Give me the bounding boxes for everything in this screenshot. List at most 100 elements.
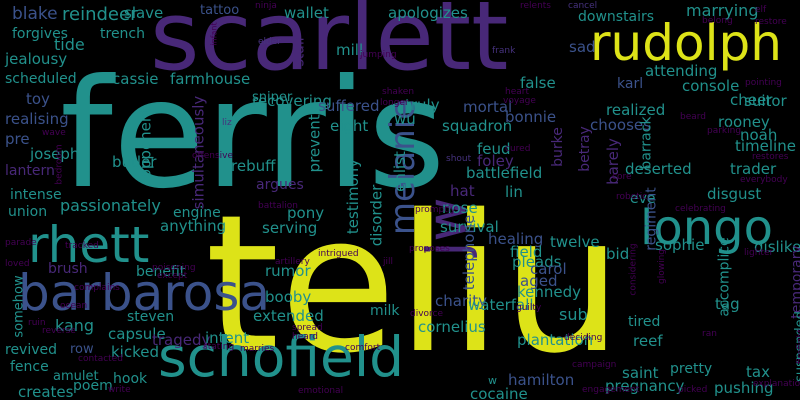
cloud-word: butler bbox=[112, 153, 157, 171]
cloud-word: sub bbox=[559, 305, 588, 324]
cloud-word: explanation bbox=[753, 379, 800, 389]
cloud-word: battalion bbox=[258, 201, 299, 211]
cloud-word: kicked bbox=[111, 343, 160, 361]
cloud-word: hat bbox=[450, 182, 475, 200]
cloud-word: realized bbox=[606, 101, 666, 119]
cloud-word: promptly bbox=[415, 205, 456, 215]
cloud-word: liz bbox=[222, 118, 232, 128]
cloud-word: argues bbox=[256, 177, 304, 193]
cloud-word: noah bbox=[740, 126, 778, 144]
cloud-word: saint bbox=[622, 364, 659, 382]
cloud-word: enlist bbox=[390, 151, 409, 192]
cloud-word: offensive bbox=[192, 151, 234, 161]
cloud-word: ocean bbox=[60, 301, 88, 311]
cloud-word: blake bbox=[12, 4, 58, 24]
cloud-word: belong bbox=[702, 16, 733, 26]
cloud-word: union bbox=[8, 204, 48, 220]
cloud-word: beard bbox=[680, 112, 707, 122]
cloud-word: waterfall bbox=[468, 296, 534, 314]
cloud-word: testimony bbox=[344, 158, 363, 235]
cloud-word: timeline bbox=[735, 137, 796, 155]
cloud-word: reef bbox=[633, 332, 663, 350]
cloud-word: wallet bbox=[284, 4, 329, 22]
cloud-word: foley bbox=[477, 152, 514, 170]
cloud-word: parade bbox=[5, 238, 37, 248]
cloud-word: sophie bbox=[655, 236, 705, 254]
cloud-word: cornelius bbox=[418, 318, 486, 336]
cloud-word: steven bbox=[127, 309, 175, 325]
cloud-word: field bbox=[510, 243, 543, 261]
cloud-word: frank bbox=[492, 46, 516, 56]
cloud-word: tattoo bbox=[200, 3, 240, 18]
cloud-word: divorce bbox=[410, 309, 444, 319]
cloud-word: eight bbox=[330, 117, 369, 135]
cloud-word: intrigued bbox=[318, 249, 359, 259]
cloud-word: toy bbox=[26, 90, 50, 108]
cloud-word: jealousy bbox=[5, 50, 68, 68]
cloud-word: cassie bbox=[112, 70, 159, 88]
cloud-word: intense bbox=[10, 187, 62, 203]
cloud-word: forgives bbox=[12, 26, 68, 42]
cloud-word: chooses bbox=[590, 116, 651, 134]
cloud-word: shaken bbox=[382, 87, 415, 97]
cloud-word: pretty bbox=[670, 361, 713, 377]
cloud-word: trader bbox=[730, 160, 777, 178]
cloud-word: core bbox=[612, 172, 632, 182]
cloud-word: relents bbox=[520, 1, 551, 11]
cloud-word: rhett bbox=[28, 216, 150, 274]
cloud-word: spread bbox=[292, 323, 323, 333]
cloud-word: shout bbox=[446, 154, 472, 164]
cloud-word: loved bbox=[5, 259, 30, 269]
cloud-word: sad bbox=[569, 38, 596, 56]
cloud-word: campaign bbox=[572, 360, 617, 370]
cloud-word: recovering bbox=[252, 92, 332, 110]
cloud-word: everybody bbox=[740, 175, 788, 185]
cloud-word: battlefield bbox=[466, 164, 543, 182]
cloud-word: engine bbox=[173, 205, 221, 221]
cloud-word: plantation bbox=[517, 331, 594, 349]
cloud-word: guilty bbox=[516, 303, 542, 313]
cloud-word: console bbox=[682, 77, 740, 95]
cloud-word: wu bbox=[394, 110, 416, 128]
cloud-word: parking bbox=[707, 126, 742, 136]
cloud-word: considering bbox=[628, 243, 639, 296]
cloud-word: benefit bbox=[136, 264, 186, 280]
cloud-word: passionately bbox=[60, 196, 161, 215]
cloud-word: disorder bbox=[367, 184, 386, 247]
cloud-word: rudolph bbox=[590, 14, 782, 72]
cloud-word: dislike bbox=[754, 238, 800, 256]
cloud-word: elf bbox=[755, 5, 767, 15]
cloud-word: celebrating bbox=[675, 204, 726, 214]
cloud-word: comfort bbox=[345, 343, 381, 353]
cloud-word: downstairs bbox=[578, 9, 655, 25]
cloud-word: suitor bbox=[744, 92, 787, 110]
cloud-word: proposes bbox=[409, 244, 450, 254]
cloud-word: cancel bbox=[568, 1, 598, 11]
cloud-word: ninja bbox=[255, 1, 277, 11]
cloud-word: booby bbox=[265, 288, 312, 306]
cloud-word: hamilton bbox=[508, 371, 575, 389]
cloud-word: pre bbox=[5, 130, 30, 148]
cloud-word: write bbox=[108, 385, 131, 395]
cloud-word: reverse bbox=[42, 326, 76, 336]
cloud-word: stair bbox=[291, 35, 308, 67]
cloud-word: eve bbox=[630, 191, 656, 207]
cloud-word: slave bbox=[124, 4, 164, 22]
cloud-word: pony bbox=[287, 204, 325, 222]
cloud-word: picked bbox=[678, 385, 708, 395]
cloud-word: betray bbox=[576, 126, 593, 172]
cloud-word: ferris bbox=[60, 48, 446, 222]
cloud-word: creates bbox=[18, 383, 74, 400]
cloud-word: hook bbox=[113, 371, 148, 387]
cloud-word: apologizes bbox=[388, 4, 468, 22]
cloud-word: rumor bbox=[265, 262, 311, 280]
cloud-word: capsule bbox=[108, 325, 166, 343]
cloud-word: longer bbox=[380, 98, 409, 108]
cloud-word: suffered bbox=[318, 97, 380, 115]
cloud-word: truly bbox=[405, 96, 440, 114]
cloud-word: lighter bbox=[744, 248, 774, 258]
cloud-word: temporary bbox=[788, 245, 800, 319]
cloud-word: false bbox=[520, 74, 556, 92]
cloud-word: cured bbox=[505, 144, 531, 154]
